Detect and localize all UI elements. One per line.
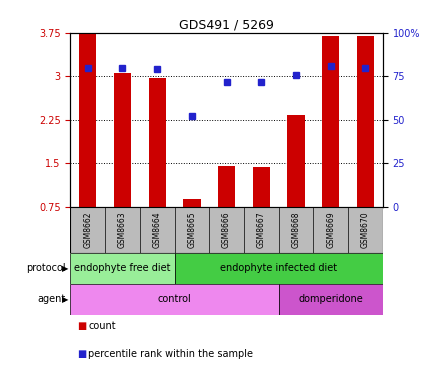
Bar <box>114 73 131 207</box>
Text: GSM8669: GSM8669 <box>326 211 335 248</box>
Bar <box>357 37 374 207</box>
Bar <box>70 253 175 284</box>
Text: GSM8664: GSM8664 <box>153 211 161 248</box>
Text: endophyte free diet: endophyte free diet <box>74 263 171 273</box>
Bar <box>183 199 201 207</box>
Text: endophyte infected diet: endophyte infected diet <box>220 263 337 273</box>
Bar <box>253 167 270 207</box>
Title: GDS491 / 5269: GDS491 / 5269 <box>179 19 274 32</box>
Text: count: count <box>88 321 116 332</box>
Text: ■: ■ <box>77 321 86 332</box>
Text: ▶: ▶ <box>62 295 68 304</box>
Text: GSM8663: GSM8663 <box>118 211 127 248</box>
Bar <box>70 284 279 315</box>
Bar <box>279 284 383 315</box>
Text: domperidone: domperidone <box>298 294 363 304</box>
Text: percentile rank within the sample: percentile rank within the sample <box>88 349 253 359</box>
Bar <box>218 166 235 207</box>
Bar <box>322 37 339 207</box>
Bar <box>287 115 305 207</box>
Text: ■: ■ <box>77 349 86 359</box>
Bar <box>175 253 383 284</box>
Text: GSM8667: GSM8667 <box>257 211 266 248</box>
Text: GSM8666: GSM8666 <box>222 211 231 248</box>
Text: GSM8670: GSM8670 <box>361 211 370 248</box>
Text: agent: agent <box>38 294 66 304</box>
Text: GSM8665: GSM8665 <box>187 211 196 248</box>
Text: protocol: protocol <box>26 263 66 273</box>
Text: control: control <box>158 294 191 304</box>
Text: GSM8668: GSM8668 <box>292 212 301 248</box>
Bar <box>79 33 96 207</box>
Text: GSM8662: GSM8662 <box>83 212 92 248</box>
Bar <box>149 78 166 207</box>
Text: ▶: ▶ <box>62 264 68 273</box>
